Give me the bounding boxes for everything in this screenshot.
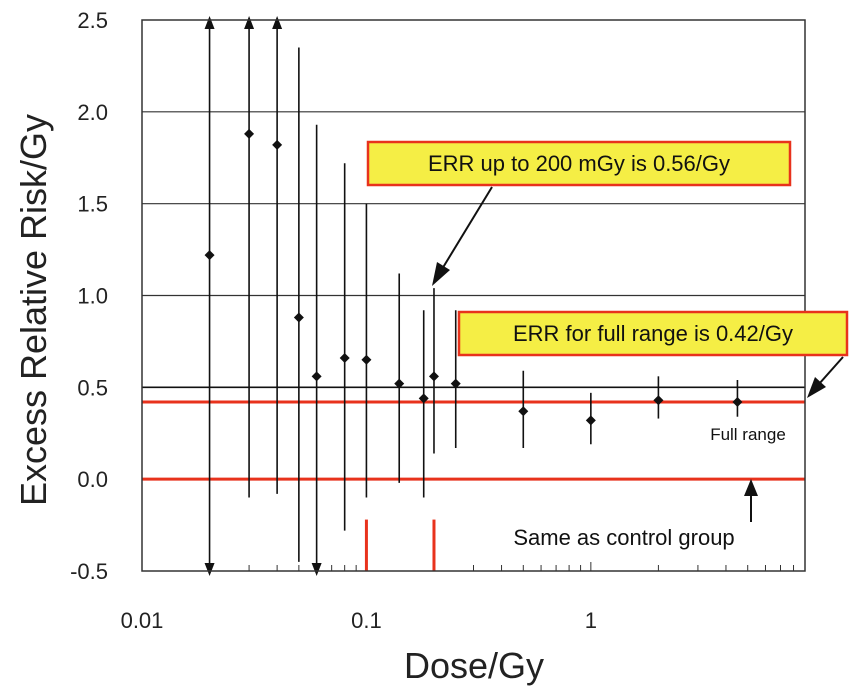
data-point-group (293, 47, 304, 562)
data-point-group (518, 370, 529, 448)
data-points (204, 16, 743, 576)
data-point-group (450, 310, 461, 448)
dose-markers (364, 519, 436, 571)
data-point (339, 352, 350, 363)
x-minor-ticks (141, 562, 806, 571)
callout-err-full-range-arrowhead (807, 377, 826, 398)
error-bar-arrow-down (204, 563, 215, 576)
callout-err-200mgy: ERR up to 200 mGy is 0.56/Gy (366, 140, 792, 286)
data-point (518, 406, 529, 417)
error-bar-arrow-up (244, 16, 255, 29)
data-point (418, 393, 429, 404)
data-point-group (244, 16, 255, 498)
data-point (244, 128, 255, 139)
data-point-group (585, 392, 596, 445)
error-bar-arrow-up (204, 16, 215, 29)
y-axis-label: Excess Relative Risk/Gy (13, 114, 54, 506)
note-full-range: Full range (710, 425, 786, 444)
reference-lines (142, 386, 805, 481)
data-point (450, 378, 461, 389)
data-point (428, 371, 439, 382)
y-tick-label: 0.5 (77, 375, 108, 400)
data-point (361, 354, 372, 365)
data-point-group (418, 310, 429, 498)
y-tick-label: -0.5 (70, 559, 108, 584)
data-point (204, 250, 215, 261)
data-point-group (653, 376, 664, 419)
data-point-group (204, 16, 215, 576)
data-point-group (311, 124, 322, 576)
x-axis-label: Dose/Gy (404, 645, 544, 686)
callout-err-200mgy-arrow (435, 186, 493, 280)
callout-err-full-range: ERR for full range is 0.42/Gy (457, 310, 849, 398)
data-point (311, 371, 322, 382)
data-point (653, 395, 664, 406)
data-point-group (394, 273, 405, 483)
x-tick-labels: 0.01 0.1 1 (121, 608, 597, 633)
data-point-group (361, 203, 372, 498)
y-tick-labels: 2.5 2.0 1.5 1.0 0.5 0.0 -0.5 (70, 8, 108, 584)
callout-err-full-range-box (457, 310, 849, 357)
y-tick-label: 1.5 (77, 192, 108, 217)
data-point-group (732, 379, 743, 417)
plot-frame (141, 19, 806, 572)
error-bar-arrow-down (311, 563, 322, 576)
data-point (585, 415, 596, 426)
data-point (272, 139, 283, 150)
x-tick-label: 1 (585, 608, 597, 633)
data-point (732, 397, 743, 408)
callout-err-200mgy-text: ERR up to 200 mGy is 0.56/Gy (428, 151, 730, 176)
error-bar-arrow-up (272, 16, 283, 29)
data-point-group (339, 163, 350, 531)
note-control-group-text: Same as control group (513, 525, 734, 550)
x-tick-label: 0.01 (121, 608, 164, 633)
callout-err-200mgy-arrowhead (432, 262, 450, 286)
y-tick-label: 2.0 (77, 100, 108, 125)
data-point (293, 312, 304, 323)
data-point-group (272, 16, 283, 494)
note-control-group: Same as control group (513, 479, 758, 550)
y-tick-label: 1.0 (77, 284, 108, 309)
y-tick-label: 2.5 (77, 8, 108, 33)
callout-err-200mgy-box (366, 140, 792, 187)
callout-err-full-range-text: ERR for full range is 0.42/Gy (513, 321, 793, 346)
note-control-group-arrowhead (744, 479, 758, 496)
data-point (394, 378, 405, 389)
data-point-group (428, 288, 439, 454)
y-tick-label: 0.0 (77, 467, 108, 492)
x-tick-label: 0.1 (351, 608, 382, 633)
